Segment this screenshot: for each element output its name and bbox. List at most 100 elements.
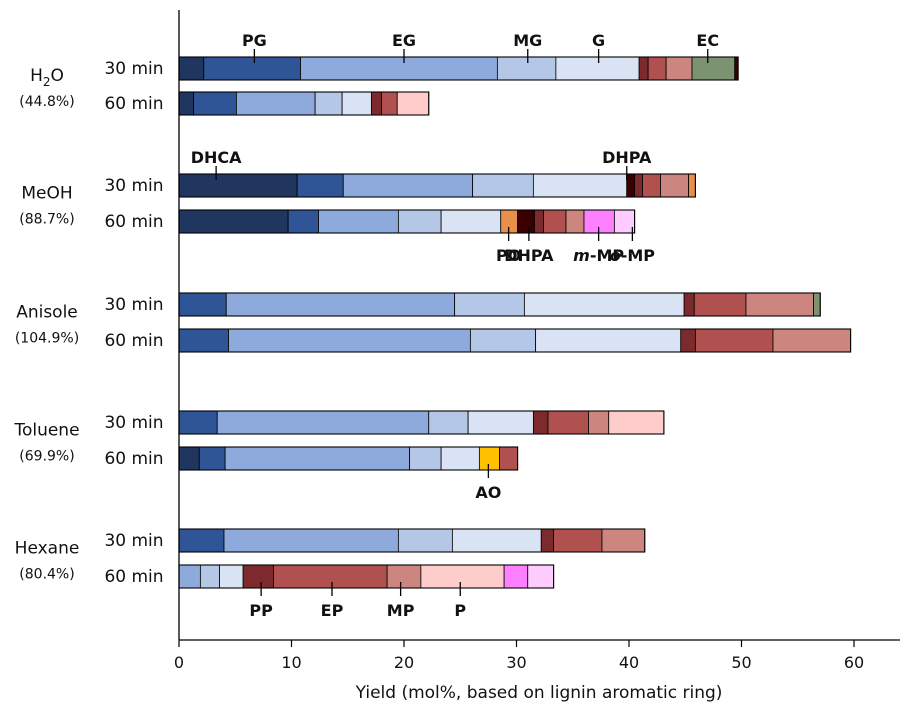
bar-segment-eg <box>318 209 399 234</box>
row-labels-layer: 30 min 60 min H2O (44.8%) 30 min 60 min MeOH (8… <box>13 59 163 587</box>
annotation-label: G <box>592 31 605 50</box>
x-axis-title: Yield (mol%, based on lignin aromatic ri… <box>355 683 723 703</box>
bar-segment-mg <box>397 209 442 234</box>
bar-segment-eg <box>225 292 456 317</box>
bar-segment-ep <box>694 328 774 353</box>
bar-segment-pg <box>203 56 301 81</box>
time-label: 60 min <box>104 94 163 114</box>
bar-segment-g <box>535 328 682 353</box>
time-label: 60 min <box>104 567 163 587</box>
bar-segment-pg <box>178 410 218 435</box>
bar-segment-g <box>440 209 502 234</box>
bar-segment-ep <box>547 410 589 435</box>
bar-row <box>178 564 555 589</box>
bar-segment-eg <box>223 528 399 553</box>
bar-segment-mp <box>588 410 610 435</box>
bar-row <box>178 209 636 234</box>
bar-segment-o-mp <box>613 209 636 234</box>
solvent-label: Hexane <box>15 539 80 559</box>
bar-segment-pp <box>680 328 696 353</box>
bar-segment-eg <box>224 446 411 471</box>
bar-segment-mg <box>496 56 557 81</box>
time-label: 30 min <box>104 295 163 315</box>
bar-segment-ep <box>647 56 667 81</box>
annotation-label: DHPA <box>504 246 554 265</box>
annotation-label: PO <box>496 246 521 265</box>
time-label: 30 min <box>104 59 163 79</box>
bar-segment-mp <box>660 173 690 198</box>
bar-segment-g <box>451 528 542 553</box>
annotation-label: DHCA <box>191 148 242 167</box>
bar-segment-dhca <box>178 91 195 116</box>
bar-row <box>178 446 519 471</box>
annotation-label: o-MP <box>610 246 656 265</box>
bar-segment-ec <box>813 292 821 317</box>
solvent-label: Anisole <box>16 303 78 323</box>
bar-segment-g <box>467 410 534 435</box>
x-tick-label: 20 <box>394 653 414 672</box>
bar-segment-mp <box>745 292 814 317</box>
x-tick-label: 0 <box>174 653 184 672</box>
time-label: 30 min <box>104 413 163 433</box>
component-annotation: o-MP <box>610 227 656 265</box>
annotation-label: m-MP <box>573 246 624 265</box>
annotation-label: P <box>454 601 466 620</box>
bar-segment-pp <box>638 56 649 81</box>
bar-segment-mg <box>397 528 453 553</box>
bar-segment-mp <box>386 564 422 589</box>
time-label: 60 min <box>104 449 163 469</box>
bar-segment-ep <box>499 446 519 471</box>
bar-segment-dhca <box>178 446 200 471</box>
x-tick-label: 40 <box>619 653 639 672</box>
component-annotation: AO <box>475 464 501 502</box>
bar-row <box>178 91 430 116</box>
bar-segment-dhca <box>178 173 298 198</box>
component-annotation: PO <box>496 227 521 265</box>
bar-segment-po <box>688 173 696 198</box>
x-axis: 0 10 20 30 40 50 60 <box>174 10 900 672</box>
bars-layer <box>178 56 852 589</box>
bar-segment-g <box>555 56 640 81</box>
x-tick-label: 10 <box>281 653 301 672</box>
component-annotation: m-MP <box>573 227 624 265</box>
solvent-label: Toluene <box>13 421 79 441</box>
bar-segment-pp <box>534 209 544 234</box>
solvent-total-yield: (104.9%) <box>15 331 79 347</box>
bar-row <box>178 56 739 81</box>
bar-segment-pg <box>198 446 226 471</box>
component-annotation: EP <box>321 582 344 620</box>
annotation-label: EP <box>321 601 344 620</box>
bar-segment-p <box>420 564 505 589</box>
bar-segment-pg <box>178 528 225 553</box>
component-annotation: DHPA <box>504 227 554 265</box>
component-annotation: P <box>454 582 466 620</box>
annotation-label: DHPA <box>602 148 652 167</box>
bar-segment-dhca <box>178 209 289 234</box>
component-annotation: DHCA <box>191 148 242 180</box>
annotation-label: MP <box>387 601 415 620</box>
bar-segment-p <box>608 410 665 435</box>
bar-segment-pp <box>634 173 643 198</box>
bar-segment-pg <box>296 173 344 198</box>
bar-segment-pp <box>532 410 549 435</box>
component-annotation: EG <box>392 31 416 63</box>
bar-segment-mg <box>454 292 525 317</box>
solvent-total-yield: (44.8%) <box>19 94 74 110</box>
bar-row <box>178 173 696 198</box>
bar-segment-eg <box>228 328 471 353</box>
bar-segment-eg <box>235 91 316 116</box>
x-tick-label: 30 <box>506 653 526 672</box>
bar-row <box>178 328 852 353</box>
annotation-label: PP <box>249 601 273 620</box>
bar-segment-pp <box>242 564 274 589</box>
bar-segment-pp <box>683 292 695 317</box>
bar-segment-mp <box>772 328 852 353</box>
bar-segment-ep <box>693 292 747 317</box>
bar-segment-pg <box>287 209 319 234</box>
component-annotation: G <box>592 31 605 63</box>
annotation-label: PG <box>242 31 267 50</box>
bar-segment-mp <box>565 209 585 234</box>
bar-segment-g <box>532 173 628 198</box>
